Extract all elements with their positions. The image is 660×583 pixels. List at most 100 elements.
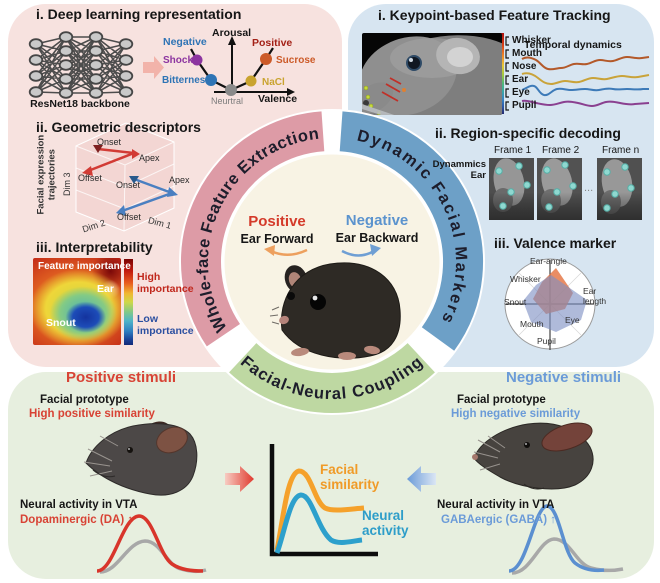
- legend-pupil: Pupil: [512, 100, 537, 111]
- radar-mouth: Mouth: [520, 319, 544, 329]
- frame-n-label: Frame n: [602, 145, 640, 156]
- mouse-keypoint-photo: [362, 33, 502, 115]
- section-title-geometric: ii. Geometric descriptors: [36, 119, 201, 135]
- frame-1-image: [489, 158, 534, 220]
- neutral-dot: [225, 84, 237, 96]
- valence-axis-label: Valence: [258, 93, 298, 105]
- valence-radar: [504, 258, 596, 350]
- positive-mouse-illustration: [83, 421, 198, 496]
- arc-whole-face: [181, 111, 325, 347]
- sucrose-dot: [260, 53, 272, 65]
- section-title-decoding: ii. Region-specific decoding: [435, 125, 621, 141]
- negative-activity-curves: [508, 504, 624, 575]
- red-onset-label: Onset: [97, 137, 122, 147]
- decoding-frames: [489, 158, 642, 220]
- frame-2-image: [537, 158, 582, 220]
- central-circle-diagram: Whole-face Feature Extraction Dynamic Fa…: [179, 109, 485, 415]
- high-importance-label: High importance: [137, 271, 194, 295]
- section-title-valence-marker: iii. Valence marker: [494, 235, 617, 251]
- feature-importance-label: Feature importance: [38, 261, 131, 272]
- negative-axis-label: Negative: [163, 36, 207, 48]
- trace-pupil: [521, 99, 650, 108]
- facial-prototype-positive: Facial prototype: [40, 394, 129, 406]
- blue-onset-label: Onset: [116, 180, 141, 190]
- ear-heatmap-label: Ear: [97, 283, 114, 295]
- frame-n-image: [597, 158, 642, 220]
- positive-to-plot-arrow-icon: [225, 466, 254, 492]
- dopamine-curve: [96, 514, 204, 573]
- legend-eye: Eye: [512, 87, 530, 98]
- radar-eye: Eye: [565, 315, 580, 325]
- trace-mouth: [521, 72, 650, 86]
- frame1-label: Frame 1: [494, 145, 532, 156]
- negative-stimuli-header: Negative stimuli: [506, 369, 622, 386]
- gabaergic-label: GABAergic (GABA) ↑: [441, 514, 557, 526]
- radar-ear-length: Ear length: [583, 286, 607, 306]
- nacl-dot: [245, 75, 257, 87]
- neural-activity-label: Neural activity: [362, 508, 409, 539]
- facial-similarity-label: Facial similarity: [320, 462, 380, 493]
- low-importance-label: Low importance: [137, 313, 194, 337]
- resnet-backbone-label: ResNet18 backbone: [30, 98, 130, 110]
- ear-forward-label: Ear Forward: [240, 232, 314, 246]
- trajectory-3d-plot: [75, 122, 178, 232]
- temporal-dynamics-title: Temporal dynamics: [524, 39, 622, 51]
- legend-bracket-ticks: [505, 36, 509, 111]
- temporal-dynamics-traces: [521, 55, 650, 108]
- legend-whisker: Whisker: [512, 35, 551, 46]
- bitterness-dot: [205, 74, 217, 86]
- neutral-label: Neurtral: [211, 96, 244, 106]
- gaba-curve: [508, 504, 605, 573]
- blue-apex-label: Apex: [169, 175, 190, 185]
- baseline-curve: [511, 537, 624, 575]
- blue-offset-label: Offset: [117, 212, 141, 222]
- radar-pupil: Pupil: [537, 336, 556, 346]
- center-negative-label: Negative: [345, 212, 409, 229]
- trace-whisker: [521, 55, 650, 71]
- section-title-interpretability: iii. Interpretability: [36, 239, 153, 255]
- arousal-axis-label: Arousal: [212, 27, 252, 39]
- frames-ellipsis: ...: [584, 182, 594, 194]
- facial-similarity-curve: [274, 468, 365, 551]
- negative-mouse-illustration: [472, 422, 594, 490]
- trajectory-y-label: Facial expression trajectories: [35, 134, 57, 215]
- sucrose-label: Sucrose: [276, 55, 316, 66]
- facial-prototype-negative: Facial prototype: [457, 394, 546, 406]
- neural-activity-vta-negative: Neural activity in VTA: [437, 499, 555, 511]
- arc-facial-neural: [229, 342, 435, 413]
- high-negative-similarity: High negative similarity: [451, 408, 581, 420]
- legend-mouth: Mouth: [512, 48, 542, 59]
- radar-whisker: Whisker: [510, 274, 541, 284]
- section-title-keypoint: i. Keypoint-based Feature Tracking: [378, 7, 611, 23]
- pink-arrow-icon: [143, 56, 164, 79]
- neural-activity-vta-positive: Neural activity in VTA: [20, 499, 138, 511]
- radar-snout: Snout: [504, 297, 527, 307]
- bitterness-label: Bitterness: [162, 75, 211, 86]
- arc-dynamic-markers: [339, 111, 484, 351]
- high-positive-similarity: High positive similarity: [29, 408, 155, 420]
- ear-backward-label: Ear Backward: [335, 231, 419, 245]
- negative-to-plot-arrow-icon: [407, 466, 436, 492]
- red-offset-label: Offset: [78, 173, 102, 183]
- dim3-label: Dim 3: [61, 172, 72, 197]
- frame2-label: Frame 2: [542, 145, 580, 156]
- coupling-plot: [269, 444, 378, 557]
- mouse-eye: [406, 55, 422, 71]
- center-positive-label: Positive: [248, 213, 306, 230]
- red-apex-label: Apex: [139, 153, 160, 163]
- affect-space-plot: [190, 36, 295, 96]
- dopaminergic-label: Dopaminergic (DA) ↑: [20, 514, 134, 526]
- positive-activity-curves: [96, 514, 207, 574]
- positive-stimuli-header: Positive stimuli: [66, 369, 177, 386]
- dynamics-ear-label: Dynammics Ear: [432, 159, 486, 181]
- neural-activity-curve: [274, 492, 363, 554]
- legend-ear: Ear: [512, 74, 529, 85]
- shock-label: Shock: [163, 55, 194, 66]
- importance-colorbar: [124, 259, 133, 345]
- section-title-deep-learning: i. Deep learning representation: [36, 6, 242, 22]
- feature-importance-heatmap: [33, 258, 121, 345]
- shock-dot: [191, 54, 203, 66]
- trace-eye: [521, 84, 649, 97]
